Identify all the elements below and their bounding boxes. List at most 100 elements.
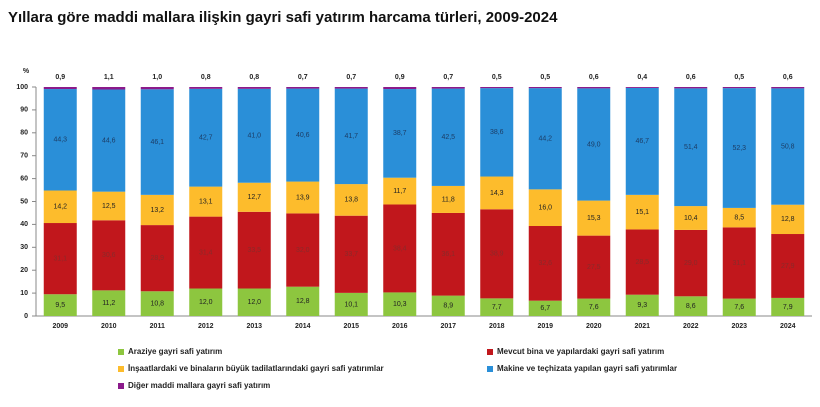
- data-label: 41,0: [247, 133, 261, 140]
- data-label: 32,0: [296, 247, 310, 254]
- bar-segment: [286, 87, 320, 89]
- bar-segment: [286, 213, 320, 287]
- data-label: 0,5: [540, 74, 550, 81]
- bar-segment: [140, 89, 174, 195]
- data-label: 0,6: [589, 74, 599, 81]
- data-label: 31,1: [732, 260, 746, 267]
- y-tick-label: 10: [20, 290, 28, 297]
- data-label: 40,6: [296, 132, 310, 139]
- data-label: 46,7: [635, 138, 649, 145]
- data-label: 0,5: [492, 74, 502, 81]
- data-label: 42,5: [441, 134, 455, 141]
- bar-segment: [237, 88, 271, 183]
- bar-segment: [334, 184, 368, 216]
- y-tick-label: 0: [24, 313, 28, 320]
- data-label: 0,8: [249, 74, 259, 81]
- data-label: 0,7: [346, 74, 356, 81]
- y-tick-label: 90: [20, 107, 28, 114]
- bar-segment: [189, 186, 223, 217]
- legend-label: Araziye gayri safi yatırım: [128, 347, 222, 356]
- bar-segment: [140, 87, 174, 90]
- bar-segment: [480, 87, 514, 89]
- bar-segment: [334, 87, 368, 89]
- data-label: 13,9: [296, 194, 310, 201]
- bar-segment: [771, 87, 805, 89]
- x-tick-label: 2010: [101, 323, 117, 330]
- bar-segment: [92, 87, 126, 90]
- data-label: 0,7: [443, 74, 453, 81]
- data-label: 38,4: [393, 245, 407, 252]
- bar-segment: [722, 227, 756, 299]
- bar-segment: [480, 298, 514, 316]
- bar-segment: [577, 87, 611, 89]
- data-label: 13,1: [199, 198, 213, 205]
- x-tick-label: 2017: [440, 323, 456, 330]
- data-label: 12,7: [247, 194, 261, 201]
- bar-segment: [286, 88, 320, 182]
- bar-segment: [674, 206, 708, 230]
- data-label: 44,6: [102, 137, 116, 144]
- data-label: 0,5: [734, 74, 744, 81]
- bar-segment: [383, 177, 417, 205]
- legend-swatch: [487, 366, 493, 372]
- bar-segment: [431, 295, 465, 316]
- bar-segment: [431, 87, 465, 89]
- bar-segment: [625, 87, 659, 88]
- bar-segment: [43, 294, 77, 316]
- bar-segment: [480, 88, 514, 177]
- data-label: 38,7: [393, 130, 407, 137]
- bar-segment: [383, 89, 417, 178]
- data-label: 44,2: [538, 136, 552, 143]
- bar-segment: [237, 211, 271, 289]
- bar-segment: [140, 291, 174, 316]
- y-tick-label: 50: [20, 198, 28, 205]
- legend-swatch: [118, 366, 124, 372]
- data-label: 8,9: [443, 303, 453, 310]
- data-label: 9,3: [637, 302, 647, 309]
- data-label: 27,9: [781, 263, 795, 270]
- data-label: 11,8: [442, 196, 455, 203]
- bar-segment: [286, 286, 320, 316]
- data-label: 41,7: [344, 133, 358, 140]
- data-label: 8,5: [734, 214, 744, 221]
- data-label: 13,2: [150, 207, 164, 214]
- bar-segment: [674, 296, 708, 316]
- data-label: 0,4: [637, 74, 647, 81]
- bar-segment: [722, 207, 756, 228]
- data-label: 52,3: [732, 145, 746, 152]
- data-label: 14,3: [490, 190, 504, 197]
- data-label: 12,8: [296, 298, 310, 305]
- bar-segment: [383, 292, 417, 316]
- bar-segment: [771, 204, 805, 235]
- legend-swatch: [118, 383, 124, 389]
- data-label: 0,8: [201, 74, 211, 81]
- bar-segment: [625, 87, 659, 195]
- data-label: 15,3: [587, 215, 601, 222]
- bar-segment: [431, 88, 465, 186]
- data-label: 42,7: [199, 135, 213, 142]
- data-label: 12,0: [247, 299, 261, 306]
- data-label: 16,0: [538, 205, 552, 212]
- data-label: 6,7: [540, 305, 550, 312]
- data-label: 7,6: [589, 304, 599, 311]
- data-label: 10,1: [344, 301, 358, 308]
- data-label: 28,9: [150, 255, 164, 262]
- data-label: 12,8: [781, 216, 795, 223]
- data-label: 0,7: [298, 74, 308, 81]
- legend-swatch: [487, 349, 493, 355]
- bar-segment: [189, 288, 223, 316]
- data-label: 31,1: [53, 255, 67, 262]
- bar-segment: [722, 87, 756, 89]
- bar-segment: [383, 204, 417, 293]
- bar-segment: [577, 235, 611, 299]
- data-label: 7,9: [783, 304, 793, 311]
- data-label: 30,6: [102, 252, 116, 259]
- bar-segment: [771, 234, 805, 298]
- y-tick-label: 30: [20, 244, 28, 251]
- bar-segment: [674, 229, 708, 297]
- data-label: 44,3: [53, 137, 67, 144]
- data-label: 10,3: [393, 301, 407, 308]
- data-label: 50,8: [781, 143, 795, 150]
- bar-segment: [528, 88, 562, 190]
